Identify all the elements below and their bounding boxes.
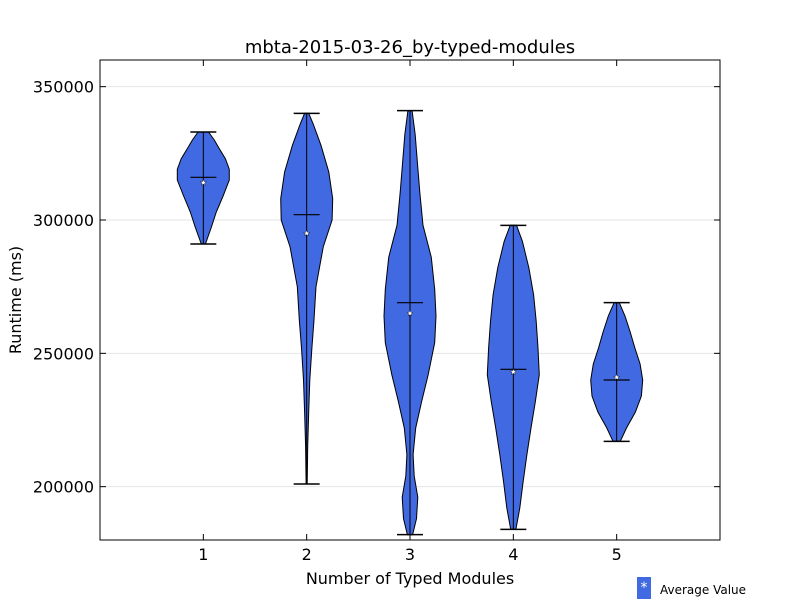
x-tick-label: 5	[612, 545, 622, 564]
violin-2	[280, 112, 334, 485]
violin-1	[176, 131, 230, 245]
x-tick-label: 4	[508, 545, 518, 564]
violin-3	[383, 109, 437, 536]
violin-mean-marker	[613, 373, 621, 381]
violin-mean-marker	[406, 309, 414, 317]
y-tick-label: 200000	[33, 478, 94, 497]
violin-mean-marker	[509, 368, 517, 376]
chart-title: mbta-2015-03-26_by-typed-modules	[245, 37, 575, 58]
x-axis-title: Number of Typed Modules	[306, 569, 514, 588]
legend-marker: *	[641, 580, 648, 596]
axis-ticks: 200000 250000 300000 350000 1 2 3 4 5	[33, 60, 720, 564]
y-tick-label: 350000	[33, 78, 94, 97]
y-axis-title: Runtime (ms)	[6, 246, 25, 354]
violin-mean-marker	[303, 229, 311, 237]
x-tick-label: 1	[198, 545, 208, 564]
violin-4	[486, 224, 540, 531]
violins	[176, 109, 644, 536]
violin-5	[590, 301, 644, 443]
legend-label: Average Value	[660, 583, 746, 597]
violin-mean-marker	[199, 178, 207, 186]
y-tick-label: 250000	[33, 344, 94, 363]
y-tick-label: 300000	[33, 211, 94, 230]
legend-swatch	[637, 577, 651, 599]
legend: * Average Value	[637, 577, 746, 599]
x-tick-label: 3	[405, 545, 415, 564]
x-tick-label: 2	[302, 545, 312, 564]
